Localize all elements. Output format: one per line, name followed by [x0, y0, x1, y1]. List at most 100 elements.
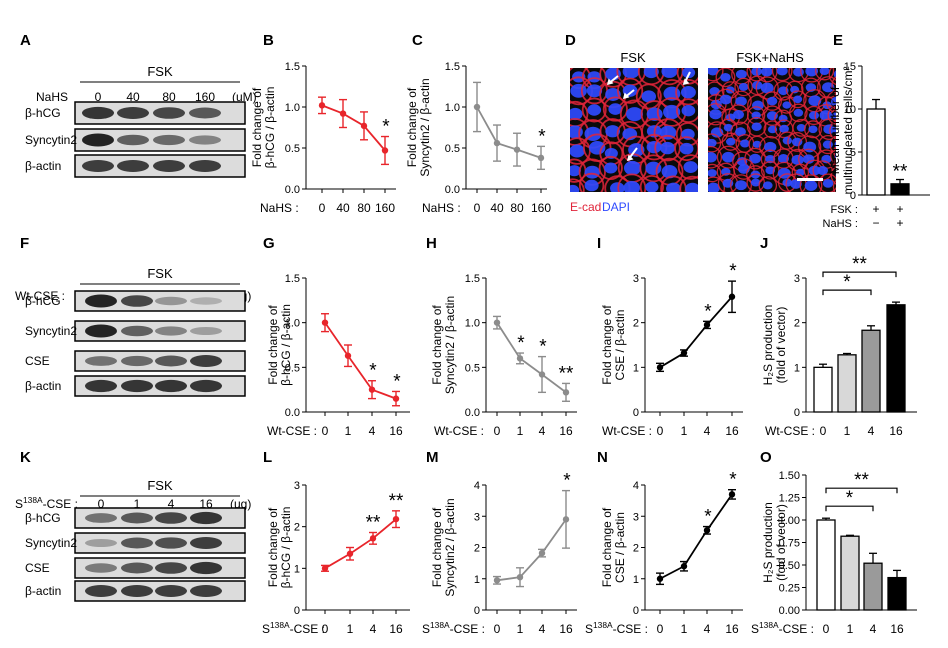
nucleus — [709, 109, 722, 120]
nucleus — [584, 165, 601, 179]
y-axis-label: multinucleated cells/cm² — [841, 66, 855, 194]
x-tick-label: 1 — [345, 424, 352, 438]
membrane — [798, 148, 820, 170]
y-tick-label: 0.50 — [779, 560, 800, 572]
y-tick-label: 3 — [633, 511, 639, 523]
nucleus — [834, 152, 836, 159]
y-tick-label: 0 — [633, 407, 639, 419]
panel-letter-d: D — [565, 32, 576, 49]
significance-bracket — [825, 505, 874, 512]
y-axis-label: (fold of vector) — [774, 307, 788, 384]
nucleus — [719, 94, 732, 105]
y-axis-label: H₂S production — [761, 502, 775, 583]
row-label: β-actin — [25, 379, 61, 393]
y-axis-label: β-hCG / β-actin — [279, 507, 293, 589]
data-point — [728, 491, 736, 498]
x-tick-label: 0 — [322, 622, 329, 636]
membrane — [733, 158, 755, 180]
blot-band — [121, 585, 153, 597]
membrane — [602, 96, 628, 122]
blot-header: FSK — [147, 64, 173, 79]
data-point — [344, 352, 352, 359]
row-label: Syncytin2 — [25, 324, 77, 338]
nucleus — [808, 95, 822, 107]
x-tick-label: 4 — [704, 424, 711, 438]
blot-band — [121, 512, 153, 524]
x-tick-label: 1 — [517, 622, 524, 636]
y-axis-label: β-hCG / β-actin — [279, 304, 293, 386]
membrane — [825, 90, 836, 114]
significance-mark: * — [517, 333, 525, 354]
x-tick-label: 1 — [847, 622, 854, 636]
membrane — [719, 118, 738, 137]
chart-c: 0.0 0.5 1.0 1.5 Fold change of Syncytin2 / β-… — [405, 61, 551, 215]
membrane — [617, 77, 644, 104]
chart-g: 0.0 0.5 1.0 1.5 Fold change of β-hCG / β-acti… — [266, 273, 410, 438]
membrane — [832, 179, 836, 192]
nucleus — [819, 68, 830, 76]
y-tick-label: 1.5 — [285, 61, 300, 73]
membrane — [708, 176, 726, 192]
y-tick-label: 1 — [633, 362, 639, 374]
chart-m: 0 1 2 3 4 Fold change of Syncytin2 / β-actin 0 1… — [422, 471, 577, 636]
y-tick-label: 3 — [474, 511, 480, 523]
x-tick-label: 4 — [704, 622, 711, 636]
arrow-icon — [622, 92, 630, 100]
bar — [890, 183, 910, 196]
data-point — [493, 139, 501, 147]
nucleus — [622, 84, 638, 97]
nucleus — [681, 104, 696, 117]
x-tick-label: 0 — [823, 622, 830, 636]
x-axis-label: Wt-CSE : — [602, 424, 652, 438]
membrane — [827, 106, 836, 125]
membrane — [578, 172, 605, 192]
y-tick-label: 1.5 — [285, 273, 300, 285]
chart-n: 0 1 2 3 4 Fold change of CSE / β-actin 0 1 4 * 16 * S… — [585, 470, 743, 636]
y-tick-label: 0.5 — [445, 143, 460, 155]
series-line — [324, 322, 397, 400]
blot-band — [155, 562, 187, 574]
y-axis-label: Syncytin2 / β-actin — [443, 498, 457, 596]
significance-mark: * — [563, 471, 571, 492]
chart-l: 0 1 2 3 Fold change of β-hCG / β-actin 0 1 4 ** 16… — [262, 480, 410, 636]
y-tick-label: 4 — [474, 480, 480, 492]
chart-o: 0.00 0.25 0.50 0.75 1.00 1.25 1.50 H₂S producti… — [751, 470, 917, 636]
nucleus — [761, 68, 773, 77]
nucleus — [735, 127, 746, 137]
bar — [866, 108, 886, 196]
blot-header: FSK — [147, 478, 173, 493]
y-tick-label: 0.25 — [779, 583, 800, 595]
y-tick-label: 0.5 — [465, 362, 480, 374]
panel-letter-o: O — [760, 449, 772, 466]
bar — [886, 304, 906, 413]
blot-band — [121, 295, 153, 307]
data-point — [321, 319, 329, 326]
x-tick-label: 16 — [889, 424, 903, 438]
blot-band — [155, 585, 187, 597]
treatment-label: NaHS — [36, 90, 68, 104]
nucleus — [708, 152, 717, 163]
nucleus — [570, 165, 581, 177]
nucleus — [643, 68, 659, 79]
nucleus — [605, 125, 620, 138]
membrane — [799, 174, 823, 192]
membrane — [635, 83, 662, 110]
membrane — [817, 76, 836, 99]
significance-mark: * — [382, 117, 390, 138]
blot-band — [155, 355, 187, 367]
nucleus — [570, 184, 580, 192]
nucleus — [735, 180, 748, 191]
y-axis-label: Fold change of — [430, 305, 444, 385]
nucleus — [793, 108, 804, 117]
row-label: CSE — [25, 354, 50, 368]
nucleus — [626, 107, 643, 122]
panel-letter-c: C — [412, 32, 423, 49]
blot-header: FSK — [147, 266, 173, 281]
y-tick-label: 0.5 — [285, 362, 300, 374]
y-axis-label: CSE / β-actin — [613, 512, 627, 583]
bar — [840, 535, 860, 611]
nucleus — [740, 139, 750, 148]
nucleus — [778, 154, 789, 164]
x-tick-label: 4 — [870, 622, 877, 636]
